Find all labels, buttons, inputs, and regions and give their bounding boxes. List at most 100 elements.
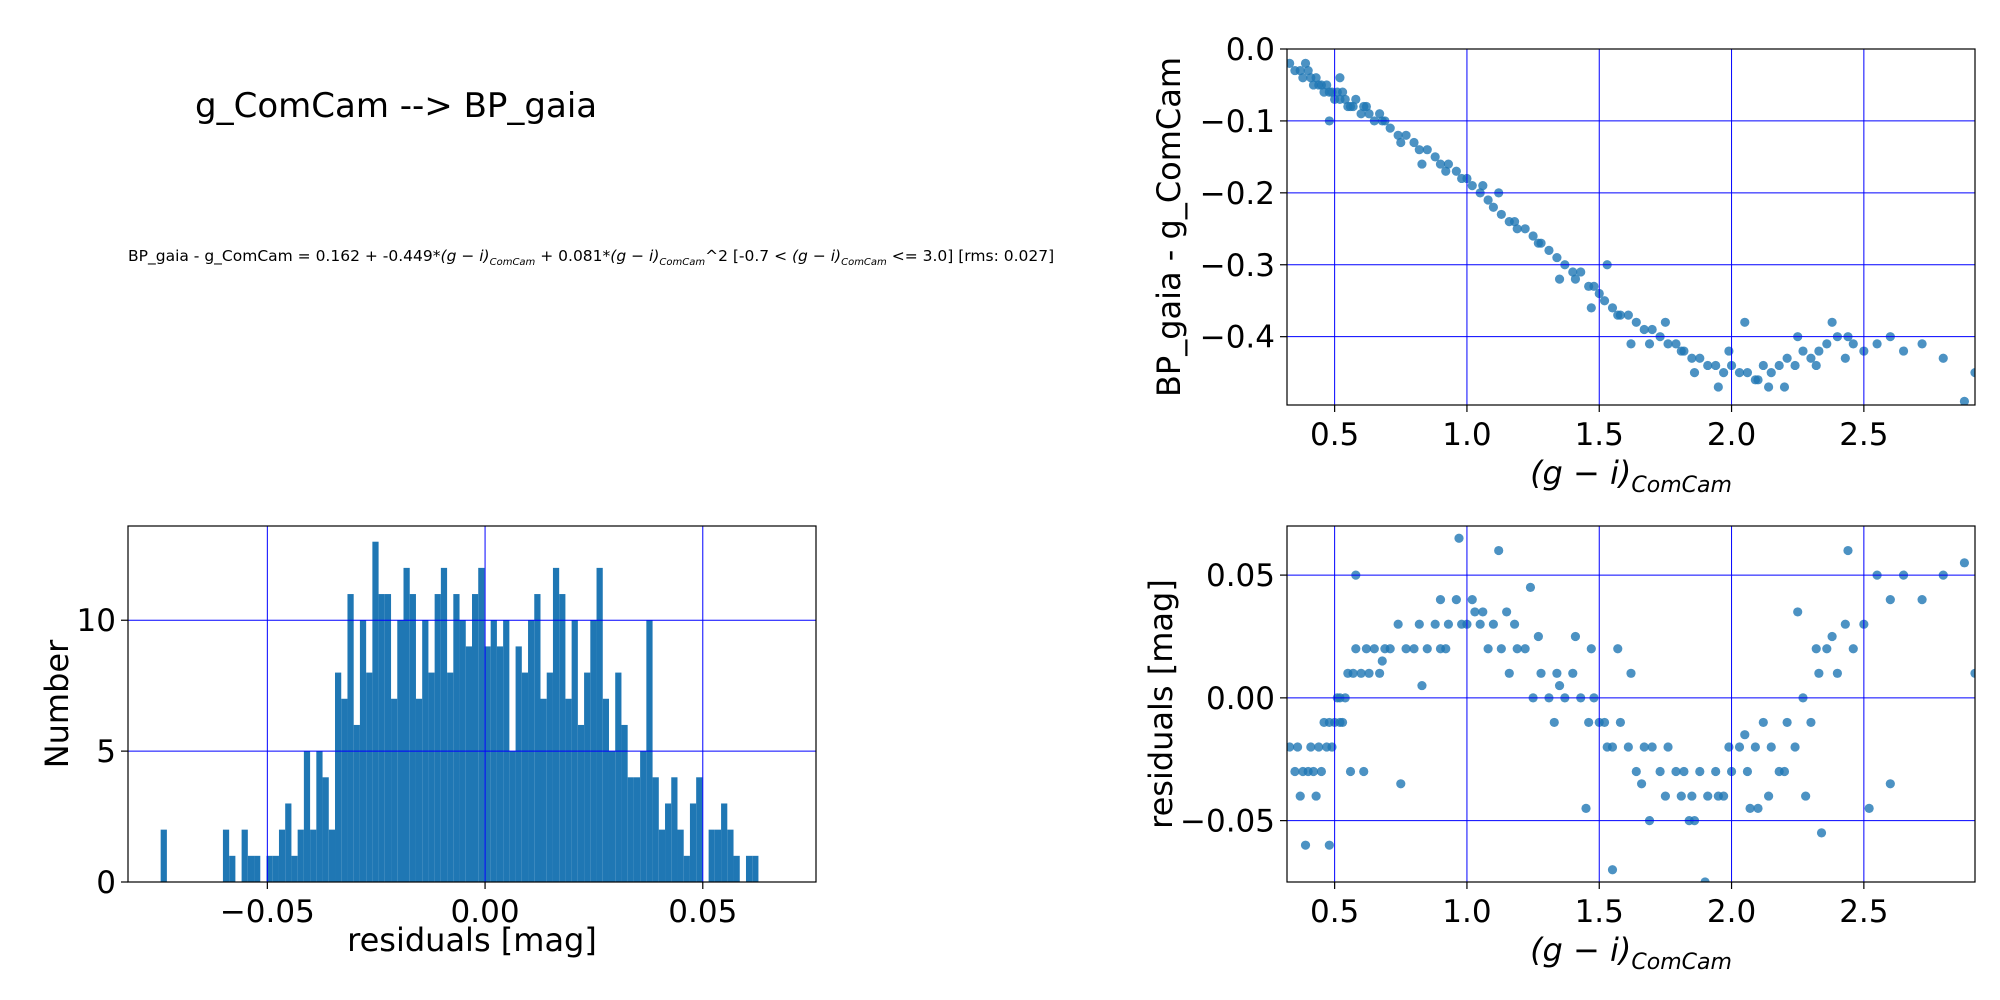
histogram-bar: [341, 698, 348, 882]
data-point: [1626, 668, 1636, 678]
data-point: [1488, 619, 1498, 629]
data-point: [1636, 779, 1647, 789]
data-point: [1430, 619, 1440, 629]
data-point: [1740, 730, 1750, 740]
data-point: [1568, 267, 1578, 277]
data-point: [1454, 533, 1464, 543]
data-point: [1703, 791, 1713, 801]
data-point: [1827, 317, 1837, 327]
x-axis-label-sub: ComCam: [1631, 473, 1732, 498]
data-point: [1502, 607, 1512, 617]
data-point: [1435, 595, 1446, 605]
data-point: [1832, 668, 1842, 678]
data-point: [1623, 742, 1633, 752]
data-point: [1779, 766, 1790, 777]
data-point: [1327, 742, 1337, 752]
data-point: [1311, 791, 1321, 801]
data-point: [1308, 766, 1319, 777]
histogram-bar: [677, 829, 684, 882]
histogram-bar: [272, 855, 279, 882]
y-tick-label: 10: [77, 603, 116, 639]
histogram-bar: [745, 855, 753, 882]
data-point: [1671, 339, 1681, 349]
y-tick-label: 0: [96, 865, 116, 901]
data-point: [1607, 303, 1618, 313]
data-point: [1885, 595, 1895, 605]
data-point: [1816, 828, 1827, 838]
data-point: [1470, 607, 1480, 617]
data-point: [1631, 317, 1641, 327]
data-point: [1695, 353, 1705, 363]
data-point: [1417, 159, 1427, 169]
histogram-bar: [552, 567, 560, 882]
data-point: [1467, 595, 1477, 605]
data-point: [1512, 644, 1522, 654]
data-point: [1959, 558, 1970, 568]
data-point: [1938, 353, 1948, 363]
histogram-bar: [453, 594, 460, 882]
fit-equation-lhs: BP_gaia - g_ComCam = 0.162 + -0.449*: [128, 247, 441, 265]
data-point: [1676, 791, 1686, 801]
data-point: [1811, 360, 1821, 371]
data-point: [1848, 644, 1858, 654]
fit-term-3: (g − i): [792, 247, 842, 265]
x-tick-label: 1.5: [1575, 417, 1624, 453]
data-point: [1300, 58, 1311, 68]
data-point: [1742, 368, 1753, 378]
data-point: [1295, 65, 1305, 76]
data-point: [1520, 644, 1530, 654]
data-point: [1417, 680, 1427, 691]
histogram-bar: [696, 777, 703, 882]
data-point: [1351, 94, 1361, 104]
histogram-bar: [247, 855, 255, 882]
data-point: [1742, 766, 1753, 777]
data-point: [1525, 582, 1536, 592]
data-point: [1599, 296, 1610, 306]
data-point: [1711, 766, 1721, 777]
data-point: [1766, 742, 1776, 752]
data-point: [1552, 252, 1562, 263]
histogram-bar: [254, 855, 261, 882]
x-tick-label: −0.05: [220, 894, 315, 930]
data-point: [1287, 742, 1295, 752]
data-point: [1623, 310, 1633, 320]
data-point: [1790, 360, 1800, 371]
data-point: [1764, 382, 1774, 392]
data-point: [1970, 668, 1975, 678]
histogram-bar: [596, 567, 603, 882]
data-point: [1885, 779, 1895, 789]
histogram-bar: [366, 672, 373, 882]
histogram-bar: [278, 829, 286, 882]
y-tick-label: −0.4: [1200, 320, 1275, 356]
data-point: [1544, 245, 1554, 255]
data-point: [1584, 717, 1594, 728]
data-point: [1292, 742, 1303, 752]
histogram-bar: [335, 672, 342, 882]
x-tick-label: 2.5: [1839, 894, 1888, 930]
residual-histogram-frame: [127, 525, 817, 883]
y-tick-label: −0.2: [1200, 176, 1275, 212]
histogram-bar: [285, 803, 292, 882]
x-tick-label: 0.5: [1310, 417, 1359, 453]
data-point: [1314, 742, 1324, 752]
y-tick-label: −0.05: [1180, 804, 1275, 840]
data-point: [1745, 803, 1755, 813]
data-point: [1607, 865, 1618, 875]
data-point: [1586, 303, 1596, 313]
x-tick-label: 2.0: [1707, 894, 1756, 930]
data-point: [1443, 619, 1454, 629]
data-point: [1441, 644, 1451, 654]
data-point: [1359, 766, 1369, 777]
data-point: [1435, 159, 1446, 169]
histogram-bar: [640, 751, 647, 882]
data-point: [1689, 368, 1700, 378]
data-point: [1626, 339, 1636, 349]
color-term-chart: 0.5 1.0 1.5 2.0 2.5 0.0 −0.1 −0.2 −0.3 −0.4 (g − i…: [1150, 32, 1976, 498]
data-point: [1814, 346, 1824, 356]
data-point: [1898, 346, 1909, 356]
data-point: [1303, 65, 1313, 76]
data-point: [1509, 217, 1520, 227]
y-axis-label: BP_gaia - g_ComCam: [1150, 57, 1188, 397]
histogram-bar: [633, 777, 641, 882]
